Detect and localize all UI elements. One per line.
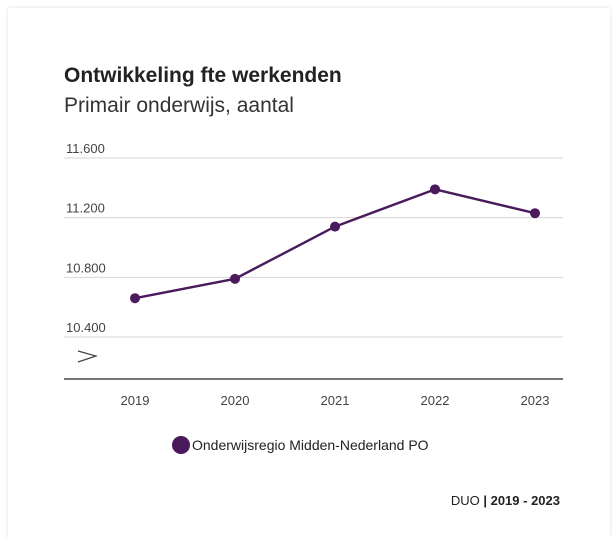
- series-line: [134, 188, 536, 300]
- data-point: [430, 184, 440, 195]
- legend-swatch-icon: [172, 436, 190, 454]
- y-tick-label: 10.400: [66, 320, 106, 335]
- y-tick-label: 11.200: [66, 201, 105, 216]
- chart-card: [8, 8, 610, 538]
- x-tick-label: 2020: [221, 393, 250, 408]
- y-tick-label: 10.800: [66, 260, 106, 275]
- x-tick-label: 2023: [521, 393, 550, 408]
- source-separator: |: [483, 493, 487, 508]
- source-label: DUO: [450, 493, 480, 508]
- x-tick-label: 2021: [321, 393, 350, 408]
- y-axis-tick-labels: 10.400 10.800 11.200 11.600: [66, 141, 106, 335]
- data-point: [130, 293, 140, 304]
- y-tick-label: 11.600: [66, 141, 105, 156]
- chart-subtitle: Primair onderwijs, aantal: [64, 94, 294, 117]
- gridlines: [64, 157, 563, 338]
- axis-break-icon: [77, 350, 99, 363]
- series-layer: [130, 184, 540, 304]
- source-period: 2019 - 2023: [490, 493, 560, 508]
- x-tick-label: 2022: [421, 393, 450, 408]
- x-axis-tick-labels: 2019 2020 2021 2022 2023: [121, 393, 550, 408]
- source-note: DUO | 2019 - 2023: [451, 493, 560, 508]
- legend-label: Onderwijsregio Midden-Nederland PO: [192, 437, 429, 453]
- x-tick-label: 2019: [121, 393, 150, 408]
- data-point: [330, 221, 340, 232]
- data-point: [530, 208, 540, 219]
- legend: Onderwijsregio Midden-Nederland PO: [172, 436, 429, 454]
- chart-title: Ontwikkeling fte werkenden: [64, 64, 342, 87]
- data-point: [230, 273, 240, 284]
- axis-break-mark: [77, 350, 99, 363]
